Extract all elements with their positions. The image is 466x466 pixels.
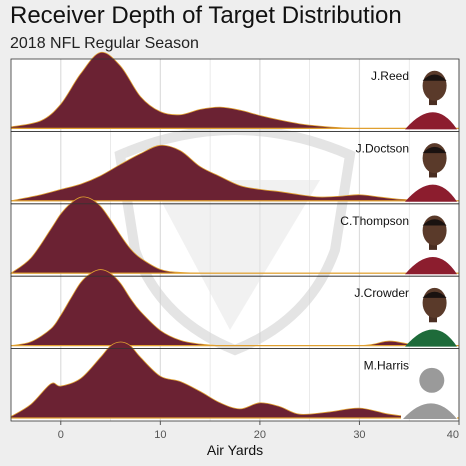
chart-subtitle: 2018 NFL Regular Season (10, 35, 199, 52)
ridges-layer: J.Reed J.Doctson C.Thompson J.Crowder M.Harr… (9, 51, 460, 422)
series-label: J.Reed (371, 69, 409, 83)
ridge-C.Thompson: C.Thompson (9, 196, 460, 277)
x-tick-label: 10 (154, 429, 166, 441)
series-label: M.Harris (364, 359, 409, 373)
panel-frame (10, 348, 460, 422)
x-axis-label: Air Yards (207, 442, 263, 458)
ridge-J.Reed: J.Reed (10, 51, 460, 132)
chart-title: Receiver Depth of Target Distribution (10, 2, 402, 29)
series-label: J.Doctson (356, 141, 409, 155)
x-tick-label: 40 (447, 429, 459, 441)
ridge-M.Harris: M.Harris (10, 341, 460, 422)
series-label: J.Crowder (354, 286, 409, 300)
player-silhouette-icon (401, 365, 457, 419)
x-axis: 0 10 20 30 40 (58, 421, 460, 441)
x-tick-label: 30 (353, 429, 365, 441)
x-tick-label: 20 (254, 429, 266, 441)
shield-watermark-icon (114, 125, 356, 356)
density-area (10, 341, 460, 419)
density-area (10, 51, 459, 129)
player-photo-burgundy-jersey-icon (405, 215, 457, 275)
player-photo-burgundy-jersey-icon (405, 143, 457, 202)
density-area (10, 144, 459, 202)
player-photo-burgundy-jersey-icon (405, 70, 457, 130)
x-tick-label: 0 (58, 429, 64, 441)
ridge-J.Crowder: J.Crowder (10, 269, 460, 350)
player-photo-green-jersey-icon (405, 287, 457, 347)
series-label: C.Thompson (340, 214, 409, 228)
ridge-J.Doctson: J.Doctson (10, 130, 460, 205)
